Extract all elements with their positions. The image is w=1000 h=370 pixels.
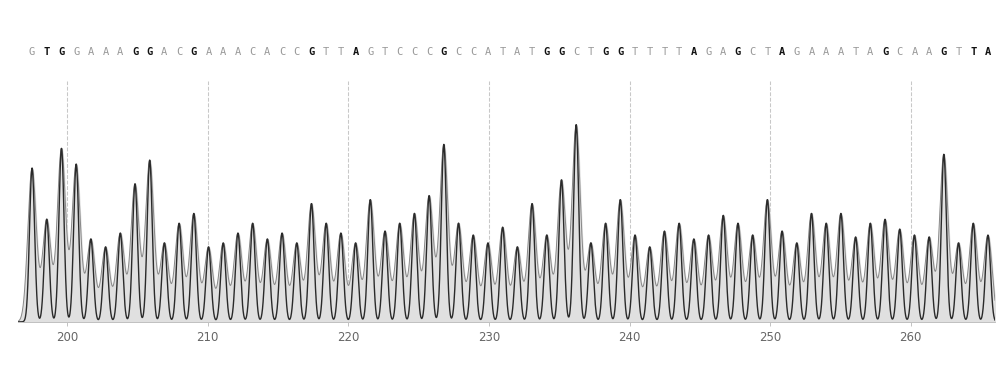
Text: A: A: [838, 47, 844, 57]
Text: C: C: [250, 47, 256, 57]
Text: C: C: [279, 47, 285, 57]
Text: C: C: [470, 47, 476, 57]
Text: G: G: [29, 47, 35, 57]
Text: G: G: [367, 47, 373, 57]
Text: G: G: [941, 47, 947, 57]
Text: A: A: [867, 47, 873, 57]
Text: T: T: [632, 47, 638, 57]
Text: C: C: [455, 47, 462, 57]
Text: G: G: [735, 47, 741, 57]
Text: T: T: [676, 47, 682, 57]
Text: G: G: [441, 47, 447, 57]
Text: G: G: [882, 47, 888, 57]
Text: T: T: [338, 47, 344, 57]
Text: A: A: [205, 47, 212, 57]
Text: A: A: [985, 47, 991, 57]
Text: C: C: [397, 47, 403, 57]
Text: T: T: [764, 47, 771, 57]
Text: G: G: [794, 47, 800, 57]
Text: T: T: [382, 47, 388, 57]
Text: G: G: [73, 47, 79, 57]
Text: A: A: [161, 47, 168, 57]
Text: A: A: [352, 47, 359, 57]
Text: T: T: [500, 47, 506, 57]
Text: G: G: [147, 47, 153, 57]
Text: G: G: [617, 47, 623, 57]
Text: A: A: [235, 47, 241, 57]
Text: G: G: [191, 47, 197, 57]
Text: A: A: [88, 47, 94, 57]
Text: G: G: [705, 47, 712, 57]
Text: C: C: [897, 47, 903, 57]
Text: G: G: [58, 47, 65, 57]
Text: G: G: [558, 47, 565, 57]
Text: C: C: [176, 47, 182, 57]
Text: T: T: [661, 47, 668, 57]
Text: T: T: [852, 47, 859, 57]
Text: G: G: [602, 47, 609, 57]
Text: A: A: [117, 47, 123, 57]
Text: A: A: [102, 47, 109, 57]
Text: A: A: [220, 47, 226, 57]
Text: T: T: [588, 47, 594, 57]
Text: A: A: [926, 47, 932, 57]
Text: A: A: [808, 47, 815, 57]
Text: G: G: [308, 47, 315, 57]
Text: A: A: [911, 47, 918, 57]
Text: T: T: [44, 47, 50, 57]
Text: C: C: [573, 47, 579, 57]
Text: G: G: [544, 47, 550, 57]
Text: A: A: [264, 47, 270, 57]
Text: T: T: [970, 47, 976, 57]
Text: A: A: [823, 47, 829, 57]
Text: T: T: [955, 47, 962, 57]
Text: C: C: [411, 47, 418, 57]
Text: C: C: [750, 47, 756, 57]
Text: A: A: [514, 47, 520, 57]
Text: C: C: [294, 47, 300, 57]
Text: C: C: [426, 47, 432, 57]
Text: A: A: [691, 47, 697, 57]
Text: A: A: [485, 47, 491, 57]
Text: G: G: [132, 47, 138, 57]
Text: T: T: [323, 47, 329, 57]
Text: A: A: [779, 47, 785, 57]
Text: A: A: [720, 47, 726, 57]
Text: T: T: [529, 47, 535, 57]
Text: T: T: [647, 47, 653, 57]
